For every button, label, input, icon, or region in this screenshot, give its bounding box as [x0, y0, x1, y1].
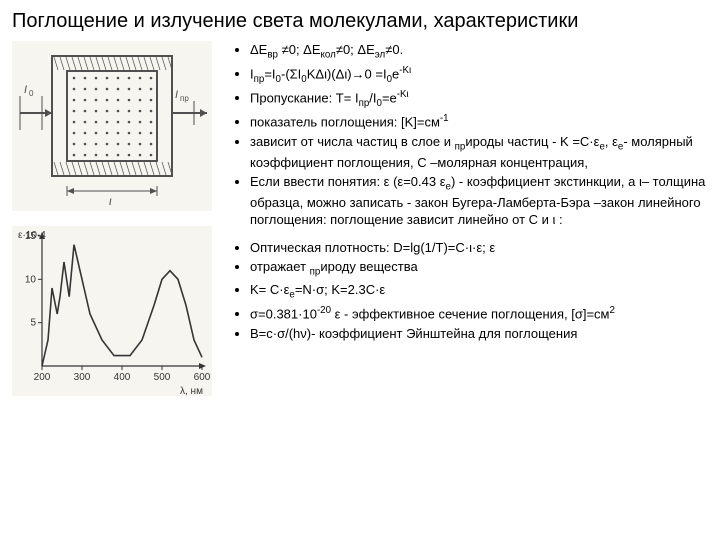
page-title: Поглощение и излучение света молекулами,…	[12, 8, 708, 35]
svg-text:200: 200	[34, 372, 51, 383]
bullet-item: ΔEвр ≠0; ΔEкол≠0; ΔEэл≠0.	[250, 41, 708, 62]
left-column: I0Iпрι 20030040050060051015ε·10-4λ, нм	[12, 41, 222, 400]
svg-text:ι: ι	[109, 194, 112, 208]
bullet-item: Пропускание: T= Iпр/I0=e-Kι	[250, 88, 708, 110]
bullet-item: K= С·εe=N·σ; K=2.3С·ε	[250, 281, 708, 302]
spectrum-chart: 20030040050060051015ε·10-4λ, нм	[12, 226, 212, 396]
bullet-item: отражает природу вещества	[250, 258, 708, 279]
svg-text:I: I	[24, 84, 27, 96]
content-row: I0Iпрι 20030040050060051015ε·10-4λ, нм Δ…	[12, 41, 708, 400]
bullet-list-top: ΔEвр ≠0; ΔEкол≠0; ΔEэл≠0.Iпр=I0-(ΣI0KΔι)…	[232, 41, 708, 229]
svg-text:пр: пр	[180, 94, 189, 103]
svg-text:5: 5	[30, 317, 36, 328]
svg-text:I: I	[175, 89, 178, 101]
right-column: ΔEвр ≠0; ΔEкол≠0; ΔEэл≠0.Iпр=I0-(ΣI0KΔι)…	[232, 41, 708, 400]
bullet-item: Iпр=I0-(ΣI0KΔι)(Δι)→0 =I0e-Kι	[250, 64, 708, 86]
bullet-item: зависит от числа частиц в слое и природы…	[250, 133, 708, 171]
absorption-diagram: I0Iпрι	[12, 41, 212, 211]
bullet-item: σ=0.381·10-20 ε - эффективное сечение по…	[250, 304, 708, 323]
bullet-list-bottom: Оптическая плотность: D=lg(1/T)=C·ι·ε; ε…	[232, 239, 708, 342]
svg-text:600: 600	[194, 372, 211, 383]
svg-text:500: 500	[154, 372, 171, 383]
svg-text:ε·10-4: ε·10-4	[18, 230, 46, 241]
svg-text:λ, нм: λ, нм	[180, 386, 203, 396]
bullet-item: Если ввести понятия: ε (ε=0.43 εe) - коэ…	[250, 173, 708, 229]
bullet-item: показатель поглощения: [K]=см-1	[250, 112, 708, 131]
svg-text:0: 0	[29, 89, 34, 98]
bullet-item: Оптическая плотность: D=lg(1/T)=C·ι·ε; ε	[250, 239, 708, 257]
svg-text:10: 10	[25, 274, 37, 285]
svg-text:300: 300	[74, 372, 91, 383]
bullet-item: B=c·σ/(hν)- коэффициент Эйнштейна для по…	[250, 325, 708, 343]
svg-text:400: 400	[114, 372, 131, 383]
